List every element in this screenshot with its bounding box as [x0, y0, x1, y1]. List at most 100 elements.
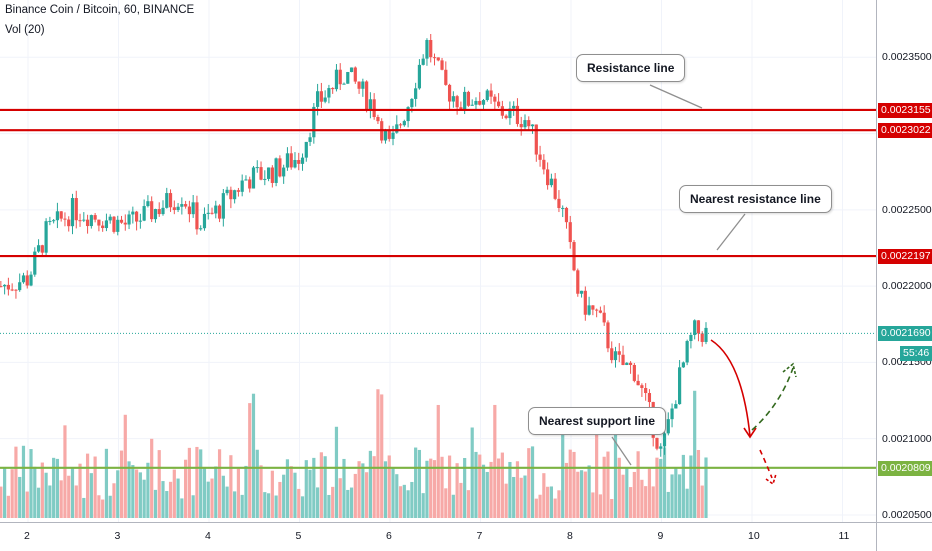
volume-bar	[500, 452, 504, 518]
candle-body	[33, 251, 37, 275]
volume-bar	[323, 456, 327, 518]
volume-bar	[583, 471, 587, 518]
candle-body	[621, 354, 625, 366]
volume-bar	[52, 457, 56, 518]
volume-bar	[59, 480, 63, 518]
volume-bar	[225, 486, 229, 518]
candle-body	[361, 81, 365, 89]
candle-body	[391, 132, 395, 139]
candle-body	[101, 225, 105, 229]
volume-bar	[421, 493, 425, 518]
price-chart[interactable]	[0, 0, 876, 522]
volume-bar	[353, 473, 357, 518]
candle-body	[549, 178, 553, 186]
candle-body	[52, 220, 56, 222]
candle-body	[455, 96, 459, 108]
volume-bar	[576, 471, 580, 518]
candle-body	[168, 193, 173, 208]
volume-bar	[613, 408, 618, 518]
time-tick-label: 7	[476, 530, 483, 542]
candle-body	[48, 220, 52, 222]
candle-body	[527, 120, 531, 127]
volume-bar	[546, 486, 550, 518]
volume-bar	[610, 498, 614, 518]
volume-bar	[625, 468, 629, 518]
volume-bar	[361, 463, 365, 518]
volume-bar	[628, 487, 633, 518]
candle-body	[10, 289, 14, 291]
candle-body	[199, 228, 203, 230]
candle-body	[55, 211, 60, 221]
volume-bar	[191, 495, 195, 518]
volume-bar	[308, 469, 312, 518]
candle-body	[346, 72, 350, 84]
volume-bars	[0, 389, 708, 518]
time-scale[interactable]: 2 3 4 5 6 7 8 9 10 11	[0, 522, 876, 551]
candle-body	[595, 309, 599, 311]
candle-body	[297, 159, 301, 164]
volume-bar	[414, 447, 418, 518]
candle-body	[342, 83, 346, 85]
volume-bar	[33, 466, 37, 518]
symbol-legend[interactable]: Binance Coin / Bitcoin, 60, BINANCE	[5, 4, 195, 16]
volume-bar	[549, 486, 553, 518]
volume-bar	[101, 499, 105, 518]
volume-bar	[681, 454, 685, 518]
nearest-resistance-callout[interactable]: Nearest resistance line	[679, 185, 832, 213]
volume-bar	[274, 495, 278, 518]
candle-body	[704, 327, 708, 342]
candle-body	[523, 120, 527, 128]
time-tick-label: 11	[838, 530, 850, 542]
candle-body	[146, 201, 150, 207]
volume-bar	[104, 448, 109, 518]
candle-body	[187, 206, 191, 215]
candle-body	[293, 159, 297, 168]
candle-body	[451, 96, 455, 102]
volume-bar	[395, 474, 399, 518]
volume-bar	[674, 467, 678, 518]
candle-body	[681, 362, 685, 368]
candle-body	[504, 115, 508, 119]
time-tick-label: 10	[748, 530, 760, 542]
time-tick-label: 8	[567, 530, 573, 542]
time-tick-label: 5	[295, 530, 302, 542]
nearest-support-callout[interactable]: Nearest support line	[528, 407, 667, 435]
volume-bar	[538, 494, 542, 518]
chart-pane[interactable]: Binance Coin / Bitcoin, 60, BINANCE Vol …	[0, 0, 876, 522]
break-projection-arrowhead	[765, 473, 777, 486]
candle-body	[670, 408, 674, 420]
volume-bar	[398, 486, 403, 518]
support-price-tag: 0.0020809	[878, 460, 932, 476]
candle-body	[74, 198, 78, 221]
candle-body	[398, 124, 403, 126]
candle-body	[221, 193, 225, 219]
candle-body	[278, 158, 282, 177]
candle-body	[225, 189, 229, 194]
candle-body	[655, 437, 659, 449]
candle-body	[429, 40, 433, 58]
volume-bar	[36, 487, 41, 518]
resistance-callout[interactable]: Resistance line	[576, 54, 686, 82]
volume-bar	[127, 461, 131, 518]
candle-body	[25, 275, 29, 286]
volume-bar	[391, 467, 395, 518]
volume-bar	[387, 455, 391, 518]
volume-bar	[0, 486, 3, 518]
volume-bar	[304, 460, 308, 518]
volume-bar	[568, 449, 572, 518]
volume-bar	[289, 466, 293, 518]
candle-body	[406, 107, 410, 122]
candle-body	[202, 213, 207, 229]
candle-body	[3, 284, 7, 287]
volume-bar	[221, 475, 225, 518]
volume-bar	[195, 446, 199, 518]
resistance-price-tag: 0.0022197	[878, 249, 932, 265]
volume-legend[interactable]: Vol (20)	[5, 24, 45, 36]
candle-body	[553, 178, 557, 199]
time-tick-label: 9	[657, 530, 664, 542]
scale-corner	[876, 522, 932, 551]
volume-bar	[6, 495, 10, 518]
candle-body	[270, 167, 274, 183]
candle-body	[331, 88, 335, 90]
candle-body	[338, 69, 342, 85]
